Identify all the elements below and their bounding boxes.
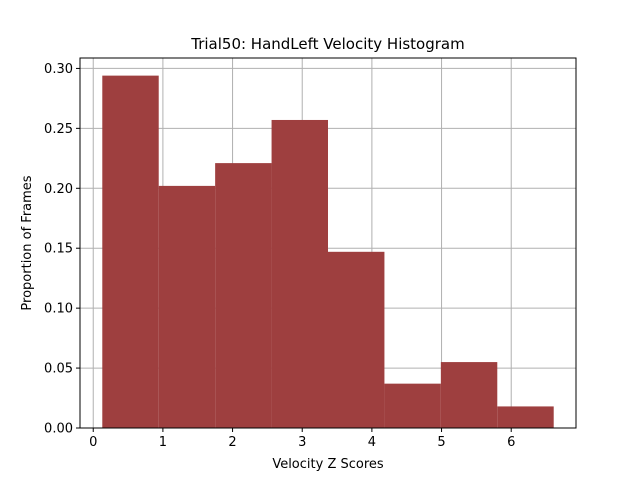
x-tick-label: 6 bbox=[507, 435, 515, 450]
y-tick-label: 0.05 bbox=[44, 362, 73, 377]
histogram-bar-4 bbox=[271, 119, 328, 428]
histogram-bar-3 bbox=[215, 163, 272, 429]
histogram-bar-7 bbox=[440, 362, 498, 428]
x-tick-label: 5 bbox=[437, 435, 445, 450]
x-axis-ticks: 0 1 2 3 4 5 6 bbox=[89, 428, 515, 450]
x-tick-label: 1 bbox=[159, 435, 167, 450]
y-tick-label: 0.15 bbox=[44, 242, 73, 257]
x-tick-label: 2 bbox=[228, 435, 236, 450]
histogram-bar-6 bbox=[384, 383, 441, 428]
y-axis-label: Proportion of Frames bbox=[20, 175, 35, 310]
y-tick-label: 0.25 bbox=[44, 122, 73, 137]
y-axis-ticks: 0.00 0.05 0.10 0.15 0.20 0.25 0.30 bbox=[44, 62, 80, 437]
histogram-bar-2 bbox=[158, 185, 216, 428]
x-tick-label: 0 bbox=[89, 435, 97, 450]
histogram-bar-1 bbox=[102, 75, 159, 428]
histogram-bars bbox=[102, 75, 554, 429]
y-tick-label: 0.00 bbox=[44, 422, 73, 437]
histogram-bar-5 bbox=[328, 251, 385, 428]
y-tick-label: 0.30 bbox=[44, 62, 73, 77]
x-tick-label: 3 bbox=[298, 435, 306, 450]
plot-frame bbox=[79, 57, 577, 429]
x-axis-label: Velocity Z Scores bbox=[272, 457, 384, 472]
histogram-bar-8 bbox=[497, 406, 554, 428]
chart-title: Trial50: HandLeft Velocity Histogram bbox=[190, 35, 464, 53]
x-tick-label: 4 bbox=[368, 435, 376, 450]
y-tick-label: 0.10 bbox=[44, 302, 73, 317]
y-tick-label: 0.20 bbox=[44, 182, 73, 197]
